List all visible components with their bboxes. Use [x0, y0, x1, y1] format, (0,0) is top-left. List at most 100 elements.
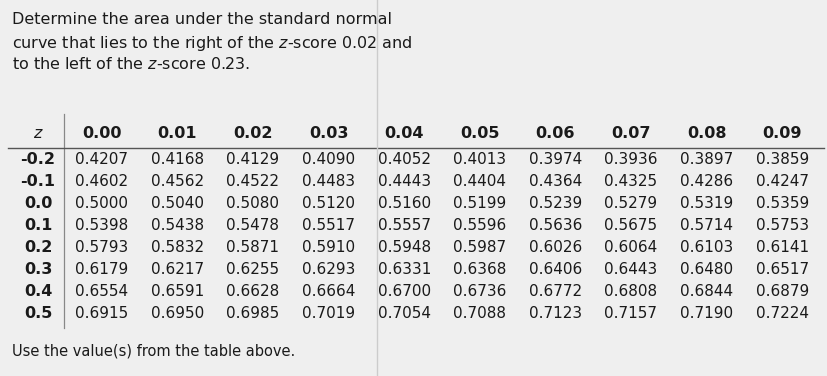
Text: 0.4207: 0.4207: [75, 152, 128, 167]
Text: 0.5040: 0.5040: [151, 196, 203, 211]
Text: 0.09: 0.09: [762, 126, 801, 141]
Text: 0.06: 0.06: [535, 126, 575, 141]
Text: 0.4443: 0.4443: [377, 173, 430, 188]
Text: 0.6141: 0.6141: [755, 240, 808, 255]
Text: curve that lies to the right of the $z$-score 0.02 and: curve that lies to the right of the $z$-…: [12, 34, 412, 53]
Text: Determine the area under the standard normal: Determine the area under the standard no…: [12, 12, 391, 27]
Text: 0.6772: 0.6772: [528, 284, 581, 299]
Text: 0.5910: 0.5910: [302, 240, 355, 255]
Text: 0.4602: 0.4602: [75, 173, 128, 188]
Text: 0.4: 0.4: [24, 284, 52, 299]
Text: 0.5080: 0.5080: [227, 196, 280, 211]
Text: 0.4013: 0.4013: [452, 152, 506, 167]
Text: 0.6664: 0.6664: [302, 284, 355, 299]
Text: 0.5948: 0.5948: [377, 240, 430, 255]
Text: 0.6915: 0.6915: [75, 305, 128, 320]
Text: 0.7054: 0.7054: [377, 305, 430, 320]
Text: -0.1: -0.1: [21, 173, 55, 188]
Text: 0.4364: 0.4364: [528, 173, 581, 188]
Text: 0.7123: 0.7123: [528, 305, 581, 320]
Text: 0.5239: 0.5239: [528, 196, 581, 211]
Text: to the left of the $z$-score 0.23.: to the left of the $z$-score 0.23.: [12, 56, 250, 72]
Text: 0.07: 0.07: [610, 126, 650, 141]
Text: 0.6293: 0.6293: [302, 261, 355, 276]
Text: 0.6554: 0.6554: [75, 284, 128, 299]
Text: 0.6736: 0.6736: [452, 284, 506, 299]
Text: Use the value(s) from the table above.: Use the value(s) from the table above.: [12, 343, 295, 358]
Text: 0.6064: 0.6064: [604, 240, 657, 255]
Text: 0.3859: 0.3859: [755, 152, 808, 167]
Text: 0.2: 0.2: [24, 240, 52, 255]
Text: 0.5160: 0.5160: [377, 196, 430, 211]
Text: 0.4325: 0.4325: [604, 173, 657, 188]
Text: 0.05: 0.05: [460, 126, 499, 141]
Text: 0.6255: 0.6255: [226, 261, 280, 276]
Text: 0.5557: 0.5557: [377, 217, 430, 232]
Text: -0.2: -0.2: [21, 152, 55, 167]
Text: 0.08: 0.08: [686, 126, 725, 141]
Text: 0.6331: 0.6331: [377, 261, 430, 276]
Text: 0.00: 0.00: [82, 126, 122, 141]
Text: 0.5596: 0.5596: [452, 217, 506, 232]
Text: 0.5832: 0.5832: [151, 240, 203, 255]
Text: 0.4562: 0.4562: [151, 173, 203, 188]
Text: 0.3: 0.3: [24, 261, 52, 276]
Text: 0.5793: 0.5793: [75, 240, 128, 255]
Text: 0.3936: 0.3936: [604, 152, 657, 167]
Text: 0.5199: 0.5199: [452, 196, 506, 211]
Text: 0.4483: 0.4483: [302, 173, 355, 188]
Text: 0.6179: 0.6179: [75, 261, 128, 276]
Text: 0.6026: 0.6026: [528, 240, 581, 255]
Text: 0.5871: 0.5871: [227, 240, 280, 255]
Text: 0.6628: 0.6628: [226, 284, 280, 299]
Text: 0.5120: 0.5120: [302, 196, 355, 211]
Text: 0.4129: 0.4129: [226, 152, 280, 167]
Text: 0.7019: 0.7019: [302, 305, 355, 320]
Text: 0.5319: 0.5319: [679, 196, 733, 211]
Text: 0.6103: 0.6103: [679, 240, 733, 255]
Text: 0.6950: 0.6950: [151, 305, 203, 320]
Text: 0.1: 0.1: [24, 217, 52, 232]
Text: 0.01: 0.01: [157, 126, 197, 141]
Text: 0.5517: 0.5517: [302, 217, 355, 232]
Text: 0.6808: 0.6808: [604, 284, 657, 299]
Text: 0.5438: 0.5438: [151, 217, 203, 232]
Text: 0.6217: 0.6217: [151, 261, 203, 276]
Text: 0.4247: 0.4247: [755, 173, 808, 188]
Text: 0.6591: 0.6591: [151, 284, 203, 299]
Text: 0.5000: 0.5000: [75, 196, 128, 211]
Text: 0.7088: 0.7088: [452, 305, 505, 320]
Text: 0.6368: 0.6368: [452, 261, 506, 276]
Text: $\mathit{z}$: $\mathit{z}$: [32, 126, 43, 141]
Text: 0.5987: 0.5987: [452, 240, 506, 255]
Text: 0.02: 0.02: [233, 126, 272, 141]
Text: 0.4052: 0.4052: [377, 152, 430, 167]
Text: 0.6844: 0.6844: [679, 284, 732, 299]
Text: 0.6985: 0.6985: [226, 305, 280, 320]
Text: 0.6406: 0.6406: [528, 261, 581, 276]
Text: 0.3974: 0.3974: [528, 152, 581, 167]
Text: 0.5359: 0.5359: [755, 196, 808, 211]
Text: 0.5753: 0.5753: [755, 217, 808, 232]
Text: 0.6879: 0.6879: [755, 284, 808, 299]
Text: 0.4286: 0.4286: [679, 173, 732, 188]
Text: 0.4090: 0.4090: [302, 152, 355, 167]
Text: 0.7224: 0.7224: [755, 305, 808, 320]
Text: 0.0: 0.0: [24, 196, 52, 211]
Text: 0.5675: 0.5675: [604, 217, 657, 232]
Text: 0.7190: 0.7190: [679, 305, 732, 320]
Text: 0.5: 0.5: [24, 305, 52, 320]
Text: 0.5636: 0.5636: [528, 217, 581, 232]
Text: 0.5398: 0.5398: [75, 217, 128, 232]
Text: 0.03: 0.03: [308, 126, 348, 141]
Text: 0.5714: 0.5714: [679, 217, 732, 232]
Text: 0.6700: 0.6700: [377, 284, 430, 299]
Text: 0.5279: 0.5279: [604, 196, 657, 211]
Text: 0.6480: 0.6480: [679, 261, 732, 276]
Text: 0.6443: 0.6443: [604, 261, 657, 276]
Text: 0.4522: 0.4522: [227, 173, 280, 188]
Text: 0.4404: 0.4404: [452, 173, 505, 188]
Text: 0.04: 0.04: [384, 126, 423, 141]
Text: 0.7157: 0.7157: [604, 305, 657, 320]
Text: 0.5478: 0.5478: [227, 217, 280, 232]
